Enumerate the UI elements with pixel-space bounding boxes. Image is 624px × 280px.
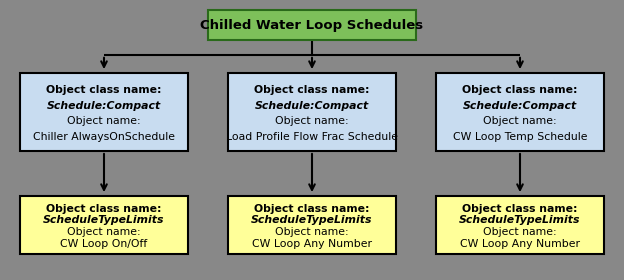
- Text: Schedule:Compact: Schedule:Compact: [255, 101, 369, 111]
- Text: Object class name:: Object class name:: [462, 204, 578, 214]
- FancyBboxPatch shape: [20, 73, 188, 151]
- Text: Object name:: Object name:: [483, 116, 557, 126]
- FancyBboxPatch shape: [436, 196, 604, 254]
- FancyBboxPatch shape: [208, 10, 416, 40]
- Text: Object class name:: Object class name:: [46, 85, 162, 95]
- Text: Object class name:: Object class name:: [46, 204, 162, 214]
- Text: ScheduleTypeLimits: ScheduleTypeLimits: [251, 215, 373, 225]
- Text: Schedule:Compact: Schedule:Compact: [47, 101, 161, 111]
- Text: CW Loop Any Number: CW Loop Any Number: [252, 239, 372, 249]
- Text: Schedule:Compact: Schedule:Compact: [463, 101, 577, 111]
- Text: CW Loop Temp Schedule: CW Loop Temp Schedule: [453, 132, 587, 142]
- Text: Load Profile Flow Frac Schedule: Load Profile Flow Frac Schedule: [226, 132, 398, 142]
- Text: ScheduleTypeLimits: ScheduleTypeLimits: [459, 215, 581, 225]
- FancyBboxPatch shape: [436, 73, 604, 151]
- Text: Object name:: Object name:: [67, 227, 141, 237]
- Text: Object class name:: Object class name:: [462, 85, 578, 95]
- Text: CW Loop Any Number: CW Loop Any Number: [460, 239, 580, 249]
- Text: Object name:: Object name:: [483, 227, 557, 237]
- Text: Object name:: Object name:: [275, 116, 349, 126]
- FancyBboxPatch shape: [228, 73, 396, 151]
- Text: CW Loop On/Off: CW Loop On/Off: [61, 239, 148, 249]
- Text: ScheduleTypeLimits: ScheduleTypeLimits: [43, 215, 165, 225]
- FancyBboxPatch shape: [20, 196, 188, 254]
- Text: Object class name:: Object class name:: [254, 85, 370, 95]
- Text: Chilled Water Loop Schedules: Chilled Water Loop Schedules: [200, 19, 424, 32]
- Text: Object class name:: Object class name:: [254, 204, 370, 214]
- FancyBboxPatch shape: [228, 196, 396, 254]
- Text: Object name:: Object name:: [275, 227, 349, 237]
- Text: Object name:: Object name:: [67, 116, 141, 126]
- Text: Chiller AlwaysOnSchedule: Chiller AlwaysOnSchedule: [33, 132, 175, 142]
